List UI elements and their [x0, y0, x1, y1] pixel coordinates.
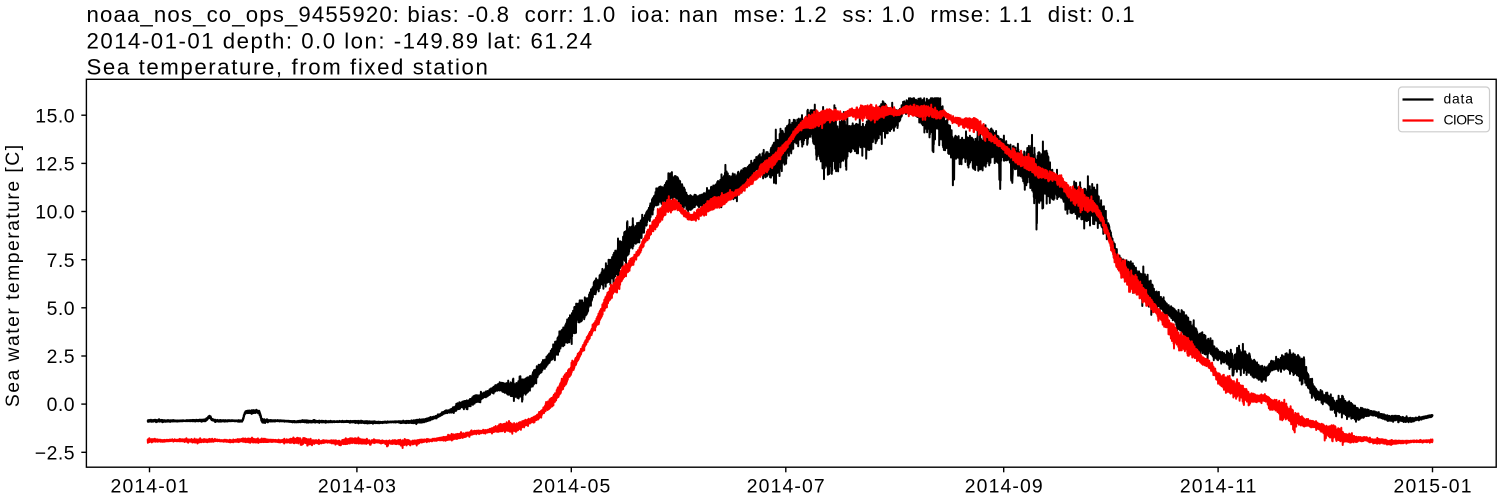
svg-text:data: data [1444, 91, 1474, 107]
svg-text:2.5: 2.5 [47, 346, 75, 368]
svg-text:2014-11: 2014-11 [1180, 475, 1258, 497]
svg-text:−2.5: −2.5 [35, 442, 75, 464]
svg-text:Sea temperature, from fixed st: Sea temperature, from fixed station [87, 54, 490, 79]
svg-text:0.0: 0.0 [47, 394, 75, 416]
svg-text:2015-01: 2015-01 [1394, 475, 1473, 497]
svg-text:2014-09: 2014-09 [965, 475, 1044, 497]
svg-text:2014-01: 2014-01 [111, 475, 190, 497]
svg-text:10.0: 10.0 [35, 202, 75, 224]
svg-text:CIOFS: CIOFS [1444, 112, 1484, 128]
svg-text:15.0: 15.0 [35, 105, 75, 127]
svg-text:Sea water temperature [C]: Sea water temperature [C] [2, 143, 24, 407]
svg-text:7.5: 7.5 [47, 250, 75, 272]
svg-text:2014-01-01 depth: 0.0 lon: -14: 2014-01-01 depth: 0.0 lon: -149.89 lat: … [87, 29, 594, 54]
svg-text:2014-05: 2014-05 [532, 475, 611, 497]
svg-text:noaa_nos_co_ops_9455920: bias:: noaa_nos_co_ops_9455920: bias: -0.8 corr… [87, 2, 1136, 27]
svg-text:5.0: 5.0 [47, 298, 75, 320]
svg-text:2014-07: 2014-07 [747, 475, 826, 497]
svg-text:2014-03: 2014-03 [318, 475, 397, 497]
svg-text:12.5: 12.5 [35, 154, 75, 176]
